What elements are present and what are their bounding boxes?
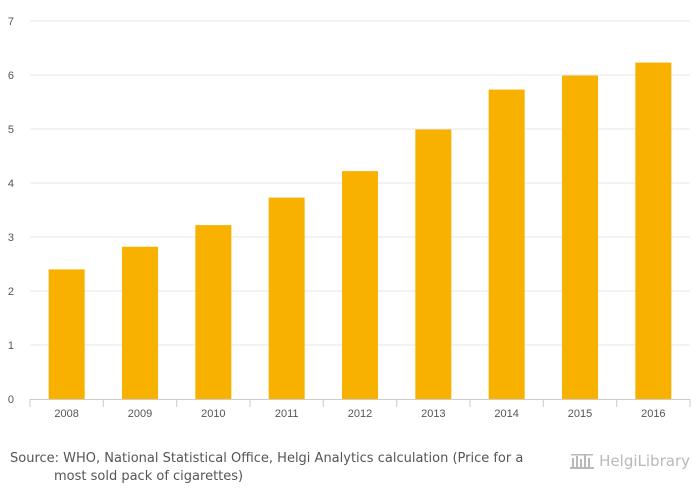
bar-2013 (415, 129, 452, 400)
y-tick-label: 7 (8, 16, 14, 28)
chart-footer: Source: WHO, National Statistical Office… (0, 440, 700, 500)
y-tick-label: 4 (8, 178, 14, 190)
y-tick-label: 5 (8, 124, 14, 136)
bar-2016 (635, 62, 672, 400)
logo-text: HelgiLibrary (599, 452, 690, 470)
x-tick-label: 2009 (128, 408, 152, 420)
bar-chart: 0 1 2 3 4 5 6 7 2008 2009 2010 2011 2012 2013 2014 201… (8, 16, 691, 420)
x-tick-label: 2010 (201, 408, 225, 420)
source-line-2: most sold pack of cigarettes) (54, 469, 244, 484)
bar-2009 (122, 246, 158, 399)
x-tick-label: 2016 (641, 408, 665, 420)
x-axis-tick-labels: 2008 2009 2010 2011 2012 2013 2014 2015 2016 (54, 408, 665, 420)
y-tick-label: 2 (8, 286, 14, 298)
helgi-library-logo[interactable]: HelgiLibrary (569, 450, 690, 472)
y-axis-tick-labels: 0 1 2 3 4 5 6 7 (8, 16, 14, 406)
source-line-1: Source: WHO, National Statistical Office… (10, 451, 524, 466)
y-tick-label: 6 (8, 70, 14, 82)
x-tick-label: 2012 (348, 408, 372, 420)
y-tick-label: 0 (8, 394, 14, 406)
bar-2015 (562, 75, 598, 399)
source-note: Source: WHO, National Statistical Office… (10, 450, 530, 486)
x-tick-label: 2011 (275, 408, 299, 420)
bar-2008 (48, 269, 85, 399)
bar-2012 (342, 171, 378, 399)
bar-2010 (195, 225, 232, 399)
bar-2011 (268, 197, 305, 399)
x-tick-label: 2015 (568, 408, 592, 420)
bar-2014 (488, 89, 525, 399)
x-axis (29, 399, 691, 407)
x-tick-label: 2013 (421, 408, 445, 420)
bars (48, 62, 672, 400)
x-tick-label: 2008 (54, 408, 78, 420)
y-tick-label: 1 (8, 340, 14, 352)
y-tick-label: 3 (8, 232, 14, 244)
library-building-icon (570, 454, 595, 469)
x-tick-label: 2014 (494, 408, 518, 420)
